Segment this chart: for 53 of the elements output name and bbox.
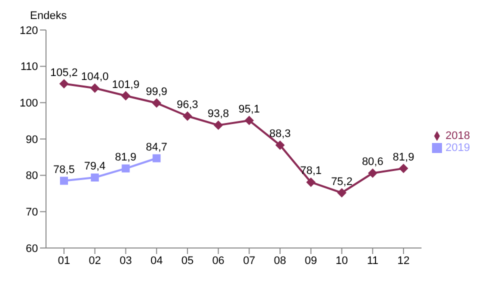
point	[90, 174, 99, 182]
x-tick-label: 08	[274, 254, 286, 267]
legend-label: 2019	[446, 142, 470, 154]
x-tick-label: 12	[397, 254, 410, 267]
y-tick-label: 60	[26, 242, 38, 255]
point	[276, 140, 285, 150]
y-tick-label: 120	[20, 24, 38, 37]
legend-label: 2018	[446, 130, 470, 142]
point	[368, 168, 378, 178]
x-tick-label: 07	[243, 254, 256, 267]
data-label: 78,5	[53, 164, 75, 176]
point	[214, 120, 223, 130]
data-label: 81,9	[115, 151, 136, 164]
y-tick-label: 100	[20, 98, 38, 110]
data-label: 105,2	[50, 66, 78, 79]
y-tick-label: 80	[26, 170, 38, 182]
x-tick-label: 02	[88, 254, 101, 267]
data-label: 75,2	[331, 176, 352, 188]
point	[337, 188, 346, 198]
data-label: 88,3	[269, 128, 291, 140]
x-tick-label: 05	[181, 254, 194, 267]
point	[244, 116, 254, 125]
point	[60, 79, 68, 88]
data-label: 95,1	[238, 103, 260, 116]
data-label: 79,4	[84, 160, 106, 173]
x-tick-label: 06	[212, 254, 224, 267]
y-tick-label: 90	[26, 134, 38, 146]
y-axis-title: Endeks	[30, 10, 67, 22]
x-tick-label: 03	[120, 254, 132, 267]
x-tick-label: 04	[150, 254, 163, 267]
data-label: 93,8	[208, 108, 230, 120]
x-tick-label: 09	[304, 254, 318, 267]
data-label: 81,9	[392, 151, 414, 164]
point	[399, 164, 408, 173]
point	[121, 91, 130, 100]
point	[182, 112, 192, 121]
x-tick-label: 01	[58, 254, 70, 267]
point	[306, 178, 316, 187]
point	[152, 154, 161, 162]
data-label: 80,6	[362, 156, 384, 168]
point	[90, 84, 100, 93]
y-tick-label: 70	[26, 206, 38, 219]
x-tick-label: 10	[336, 254, 348, 267]
point	[60, 176, 68, 185]
data-label: 84,7	[146, 141, 168, 154]
x-tick-label: 11	[366, 254, 378, 267]
data-label: 99,9	[146, 86, 168, 98]
point	[152, 98, 162, 108]
data-label: 101,9	[112, 78, 140, 91]
y-tick-label: 110	[20, 61, 38, 74]
point	[122, 164, 130, 172]
data-label: 96,3	[176, 99, 198, 112]
data-label: 104,0	[81, 71, 109, 84]
